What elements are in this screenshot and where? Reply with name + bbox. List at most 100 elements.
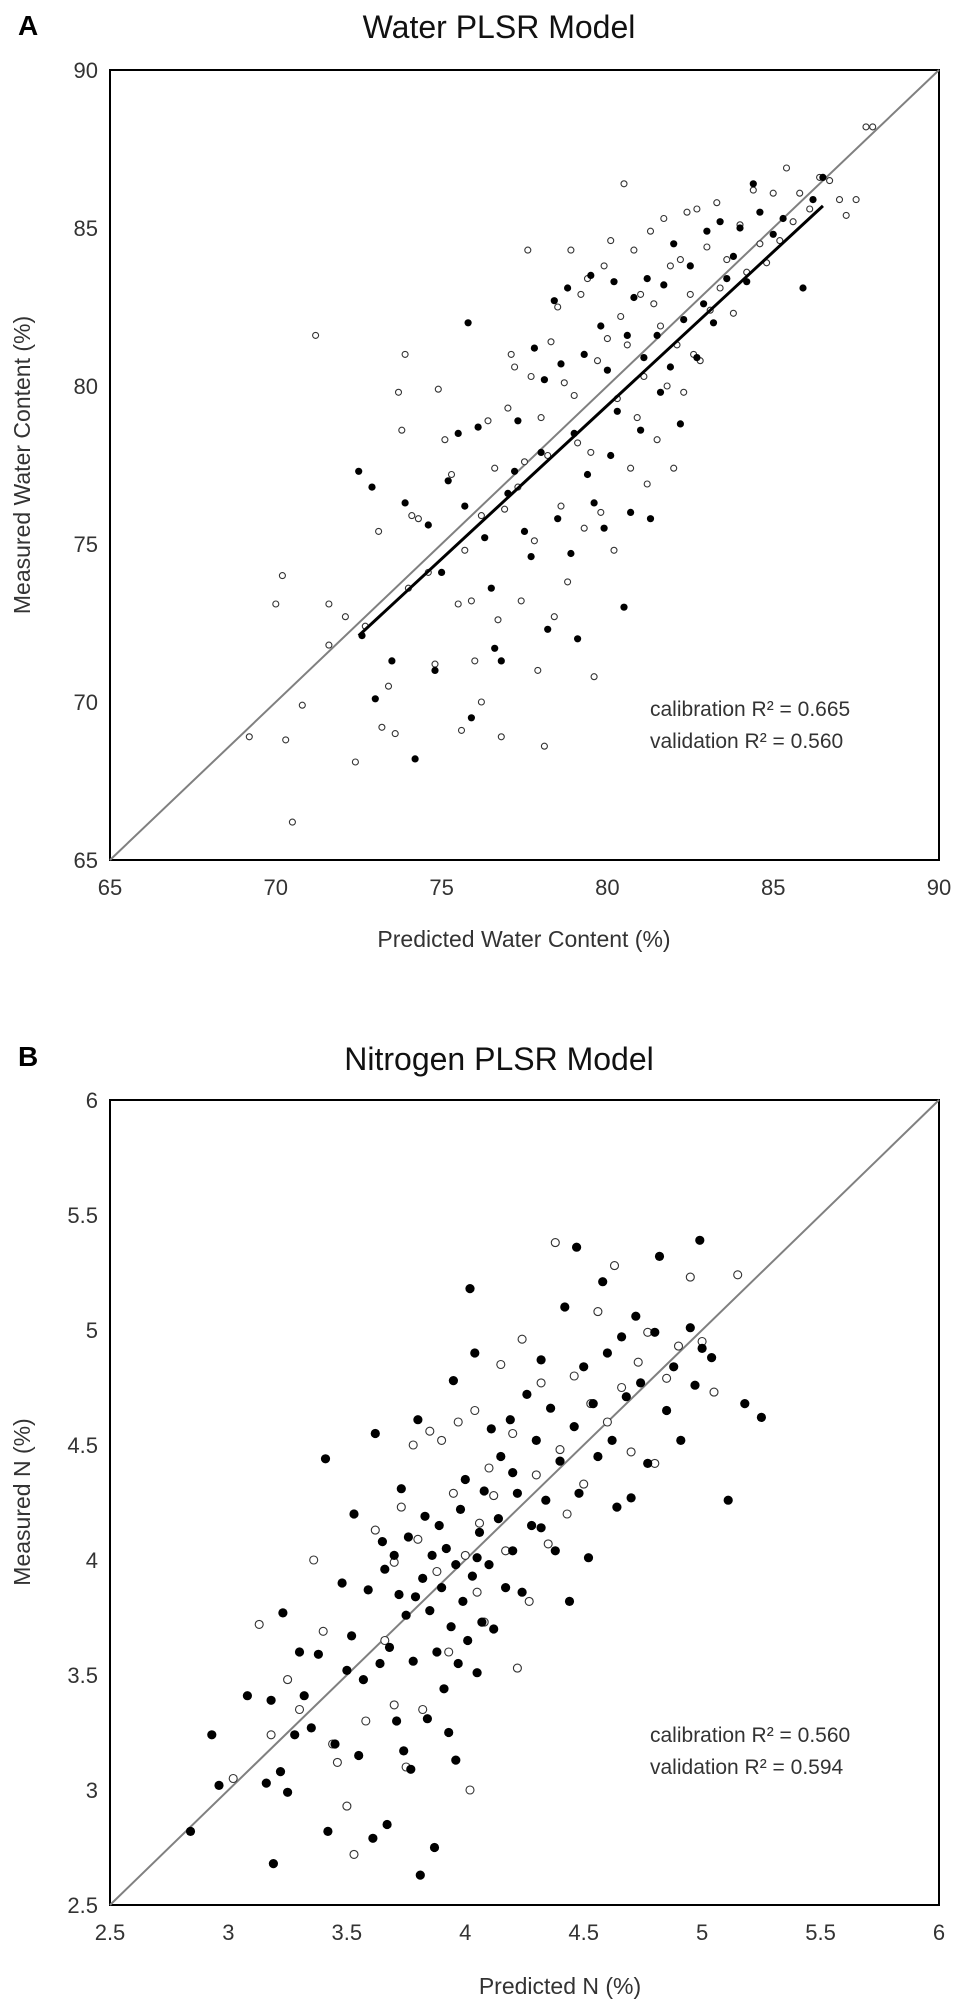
panel-a-validation-point bbox=[431, 660, 439, 668]
panel-b-calibration-point bbox=[207, 1730, 217, 1740]
panel-b-calibration-point bbox=[626, 1493, 636, 1503]
panel-b-validation-point bbox=[380, 1635, 390, 1646]
panel-a-validation-point bbox=[680, 388, 688, 396]
panel-b-y-tick-label: 5.5 bbox=[67, 1203, 98, 1228]
panel-a-validation-point bbox=[600, 262, 608, 270]
panel-b-calibration-point bbox=[756, 1412, 767, 1422]
panel-a-calibration-point bbox=[620, 603, 628, 611]
panel-b-calibration-point bbox=[564, 1596, 575, 1606]
panel-a-x-tick-label: 65 bbox=[98, 875, 122, 900]
panel-a-validation-point bbox=[414, 515, 422, 523]
panel-a-calibration-point bbox=[613, 407, 621, 415]
panel-b-calibration-point bbox=[470, 1348, 480, 1358]
panel-b-calibration-point bbox=[455, 1504, 466, 1514]
panel-a-validation-point bbox=[511, 363, 519, 371]
panel-b-calibration-point bbox=[654, 1251, 665, 1261]
panel-a: A Water PLSR Model 65 70 75 80 85 90 65 70 75 80… bbox=[9, 9, 951, 952]
panel-b-calibration-point bbox=[690, 1380, 700, 1390]
panel-b-validation-point bbox=[555, 1445, 565, 1455]
panel-b-validation-point bbox=[425, 1426, 435, 1436]
panel-a-calibration-point bbox=[537, 448, 545, 456]
panel-b-calibration-point bbox=[508, 1468, 518, 1478]
panel-a-calibration-point bbox=[637, 426, 645, 434]
panel-b-calibration-point bbox=[505, 1415, 515, 1425]
panel-a-calibration-point bbox=[564, 284, 572, 292]
panel-a-validation-point bbox=[693, 205, 701, 213]
panel-b-calibration-point bbox=[631, 1311, 641, 1321]
panel-a-validation-point bbox=[842, 211, 850, 219]
panel-a-validation-point bbox=[312, 331, 320, 339]
panel-b-validation-point bbox=[470, 1405, 480, 1416]
panel-b-calibration-point bbox=[432, 1647, 442, 1657]
panel-b-calibration-point bbox=[363, 1585, 373, 1595]
panel-a-calibration-r2: calibration R² = 0.665 bbox=[650, 698, 850, 721]
panel-b-validation-point bbox=[453, 1417, 463, 1427]
panel-a-validation-point bbox=[401, 350, 409, 358]
panel-b-validation-point bbox=[484, 1463, 494, 1473]
panel-a-x-axis-label: Predicted Water Content (%) bbox=[377, 926, 670, 952]
panel-b-validation-point bbox=[579, 1479, 589, 1489]
panel-b-calibration-point bbox=[458, 1596, 468, 1606]
panel-a-calibration-point bbox=[779, 214, 787, 223]
panel-a-validation-point bbox=[384, 682, 393, 690]
panel-a-calibration-point bbox=[431, 666, 439, 675]
panel-b-calibration-point bbox=[685, 1323, 695, 1333]
panel-a-validation-point bbox=[567, 246, 575, 254]
panel-a-y-tick-label: 70 bbox=[74, 690, 98, 715]
panel-a-calibration-point bbox=[736, 224, 744, 232]
panel-b-calibration-point bbox=[569, 1422, 579, 1432]
panel-a-label: A bbox=[18, 10, 38, 41]
panel-b-calibration-point bbox=[439, 1684, 449, 1694]
panel-a-calibration-point bbox=[550, 297, 558, 305]
panel-b-validation-point bbox=[228, 1773, 238, 1784]
panel-b-identity-line bbox=[109, 1099, 940, 1906]
panel-a-validation-point bbox=[288, 818, 296, 826]
panel-a-validation-point bbox=[686, 290, 694, 298]
panel-a-validation-point bbox=[633, 414, 641, 422]
panel-b-calibration-point bbox=[560, 1302, 570, 1312]
panel-a-x-tick-label: 75 bbox=[429, 875, 453, 900]
panel-b-calibration-point bbox=[392, 1716, 402, 1726]
panel-b-calibration-point bbox=[446, 1622, 456, 1632]
panel-b-y-tick-label: 4.5 bbox=[67, 1433, 98, 1458]
panel-b-calibration-point bbox=[268, 1859, 278, 1869]
panel-a-validation-point bbox=[557, 502, 565, 510]
panel-a-calibration-point bbox=[700, 300, 708, 308]
panel-b-calibration-point bbox=[484, 1560, 494, 1570]
panel-b-calibration-point bbox=[583, 1553, 594, 1563]
panel-a-validation-point bbox=[325, 600, 333, 608]
panel-b-y-tick-label: 3.5 bbox=[67, 1663, 98, 1688]
panel-a-validation-point bbox=[325, 641, 333, 649]
panel-b-calibration-point bbox=[415, 1870, 425, 1880]
panel-a-y-tick-label: 90 bbox=[74, 58, 98, 83]
panel-b-calibration-point bbox=[384, 1642, 395, 1652]
panel-a-validation-point bbox=[676, 256, 684, 264]
panel-b-calibration-point bbox=[493, 1514, 503, 1524]
panel-b-calibration-point bbox=[451, 1755, 461, 1765]
panel-b-calibration-point bbox=[349, 1509, 359, 1519]
panel-a-calibration-point bbox=[666, 363, 675, 371]
panel-b-x-tick-label: 3.5 bbox=[332, 1920, 363, 1945]
panel-b-points bbox=[185, 1235, 767, 1880]
panel-a-validation-point bbox=[627, 464, 635, 472]
panel-a-validation-point bbox=[670, 464, 678, 472]
panel-a-title: Water PLSR Model bbox=[363, 9, 636, 45]
panel-a-validation-point bbox=[544, 451, 552, 460]
panel-b-y-ticks: 2.5 3 3.5 4 4.5 5 5.5 6 bbox=[67, 1088, 98, 1918]
panel-b-calibration-point bbox=[572, 1242, 582, 1252]
panel-b-validation-point bbox=[508, 1428, 518, 1439]
panel-a-x-ticks: 65 70 75 80 85 90 bbox=[98, 875, 951, 900]
panel-a-calibration-point bbox=[729, 252, 738, 260]
panel-b-calibration-point bbox=[579, 1362, 589, 1372]
panel-b-calibration-point bbox=[299, 1691, 309, 1701]
panel-a-validation-point bbox=[835, 196, 844, 204]
panel-a-validation-point bbox=[391, 730, 399, 738]
panel-a-validation-point bbox=[597, 508, 605, 516]
panel-a-validation-point bbox=[646, 227, 655, 235]
panel-b-calibration-point bbox=[517, 1587, 527, 1597]
panel-b-calibration-point bbox=[602, 1348, 613, 1358]
panel-a-calibration-point bbox=[627, 508, 635, 516]
panel-a-calibration-point bbox=[491, 644, 499, 652]
panel-b-validation-point bbox=[569, 1371, 579, 1381]
panel-a-validation-point bbox=[683, 208, 691, 216]
